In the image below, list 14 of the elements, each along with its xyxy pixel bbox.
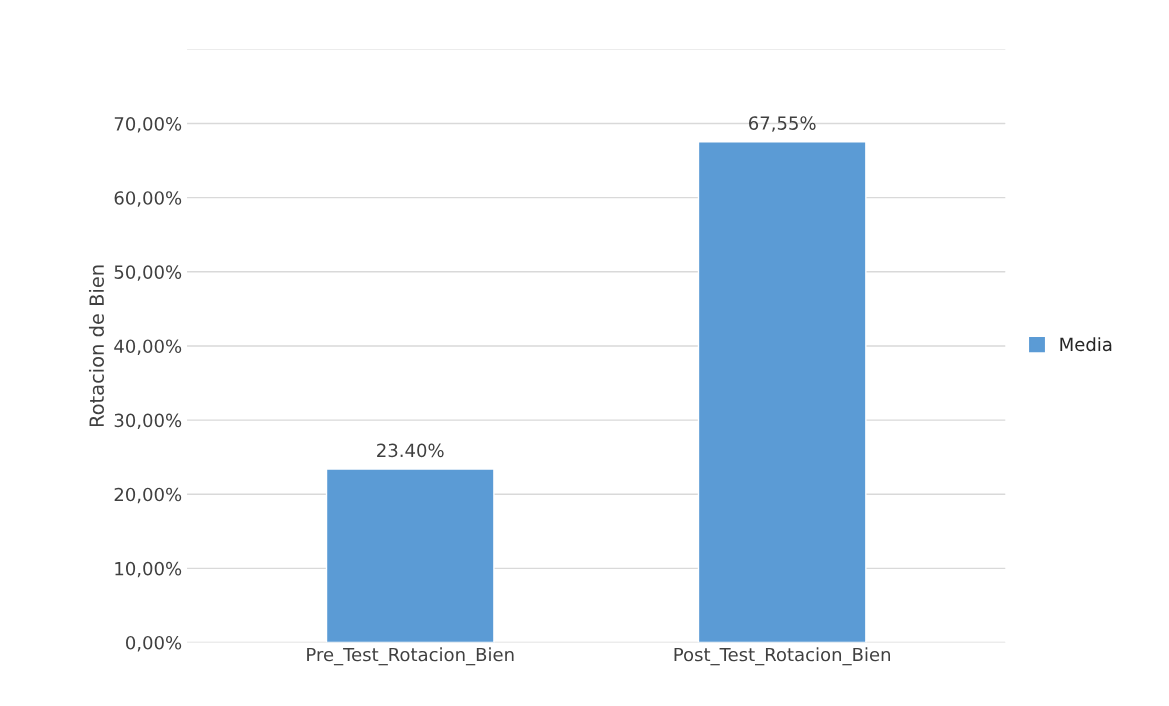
x-tick-label: Post_Test_Rotacion_Bien [674,647,890,666]
y-tick-label: 0,00% [126,635,182,652]
y-tick-label: 50,00% [114,265,182,281]
y-tick-label: 70,00% [114,117,182,133]
y-axis-title: Rotacion de Bien [88,265,105,427]
y-tick-label: 30,00% [114,413,182,430]
y-tick-label: 20,00% [114,487,182,504]
legend-label: Media [1060,337,1112,352]
y-tick-label: 60,00% [114,191,182,207]
y-tick-label: 10,00% [115,561,182,578]
data-label: 67,55% [749,116,816,132]
y-tick-label: 40,00% [114,339,182,355]
x-tick-label: Pre_Test_Rotacion_Bien [307,647,514,666]
data-label: 23.40% [377,443,444,458]
